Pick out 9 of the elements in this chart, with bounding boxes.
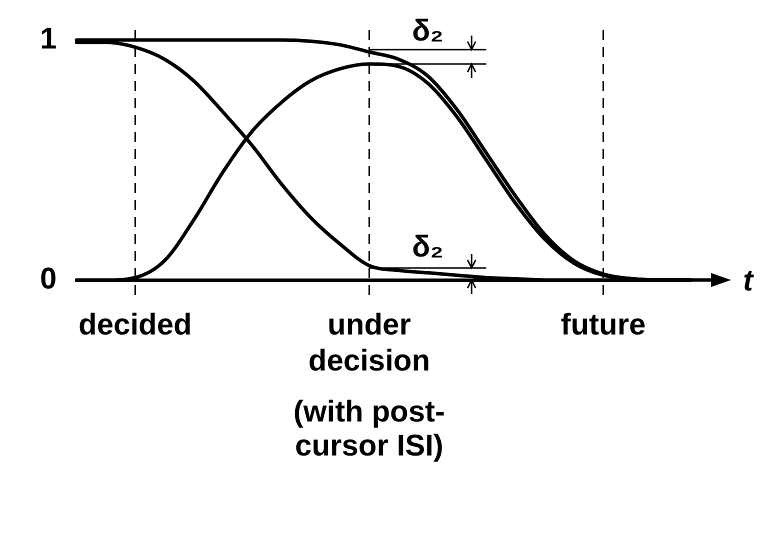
annotation: δ₂ bbox=[412, 230, 444, 264]
x-tick-label: decided bbox=[78, 308, 192, 342]
x-axis-title: t bbox=[743, 264, 755, 298]
y-tick-label: 1 bbox=[40, 22, 57, 56]
x-tick-label: future bbox=[560, 308, 646, 342]
annotation: δ₂ bbox=[412, 14, 444, 48]
text: (with post-cursor ISI) bbox=[293, 395, 446, 462]
y-tick-label: 0 bbox=[40, 262, 57, 296]
x-tick-label: under decision bbox=[308, 308, 430, 378]
